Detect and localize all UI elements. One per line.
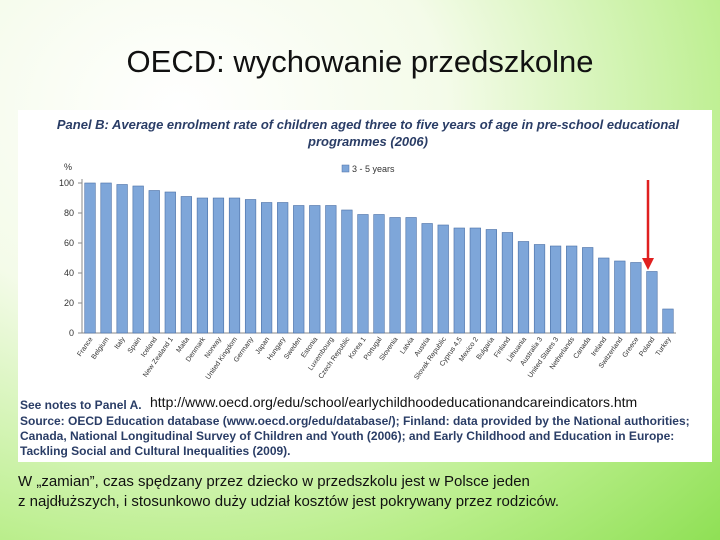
- bar: [84, 182, 96, 334]
- x-tick-label: New Zealand 1: [142, 336, 175, 379]
- source: Source: OECD Education database (www.oec…: [20, 414, 690, 458]
- bar: [325, 205, 337, 334]
- x-tick-label: Spain: [127, 336, 143, 355]
- bar: [469, 227, 481, 334]
- chart-title: Panel B: Average enrolment rate of child…: [56, 117, 680, 149]
- bar: [453, 227, 465, 334]
- caption-line: W „zamian”, czas spędzany przez dziecko …: [18, 473, 530, 490]
- bar: [389, 217, 401, 334]
- arrow-head: [642, 258, 654, 270]
- bar: [180, 196, 192, 334]
- y-tick-label: 60: [64, 238, 74, 248]
- bar: [148, 190, 160, 334]
- bar: [277, 202, 289, 334]
- bar: [646, 271, 658, 334]
- y-tick-label: 20: [64, 298, 74, 308]
- bar: [421, 223, 433, 334]
- bar: [533, 244, 546, 334]
- bar: [517, 241, 530, 334]
- bar: [212, 197, 225, 334]
- slide-title: OECD: wychowanie przedszkolne: [126, 44, 594, 79]
- x-tick-label: Latvia: [399, 336, 416, 355]
- bar: [228, 197, 241, 334]
- y-tick-label: 80: [64, 208, 74, 218]
- x-tick-label: Greece: [622, 336, 641, 359]
- x-tick-label: Turkey: [655, 336, 673, 358]
- bar: [116, 184, 128, 334]
- bar: [582, 247, 594, 334]
- bar: [501, 232, 514, 334]
- bar: [437, 224, 449, 334]
- bar: [598, 257, 610, 334]
- bar: [132, 185, 144, 334]
- bar: [662, 308, 674, 334]
- bar: [293, 205, 305, 334]
- x-tick-label: Poland: [638, 336, 656, 358]
- url: http://www.oecd.org/edu/school/earlychil…: [150, 394, 638, 410]
- bar: [405, 217, 417, 334]
- y-tick-label: 40: [64, 268, 74, 278]
- x-tick-label: Italy: [114, 336, 127, 351]
- legend-label: 3 - 5 years: [352, 164, 395, 174]
- bar: [261, 202, 273, 334]
- bar: [100, 182, 112, 334]
- y-tick-label: 0: [69, 328, 74, 338]
- bar: [244, 199, 257, 334]
- caption-line: z najdłuższych, i stosunkowo duży udział…: [18, 493, 560, 510]
- bar: [630, 262, 642, 334]
- caption: W „zamian”, czas spędzany przez dziecko …: [18, 472, 559, 512]
- bar: [485, 229, 497, 334]
- bar: [196, 197, 209, 334]
- bar: [309, 205, 321, 334]
- y-axis-label: %: [64, 162, 72, 172]
- bar: [341, 209, 353, 334]
- y-tick-label: 100: [59, 178, 74, 188]
- notes: See notes to Panel A.: [20, 398, 142, 412]
- bar: [164, 191, 176, 334]
- bar: [549, 245, 562, 334]
- bar: [566, 245, 578, 334]
- x-tick-label: Malta: [175, 336, 191, 354]
- bar: [614, 260, 626, 334]
- bar: [373, 214, 385, 334]
- bar: [357, 214, 369, 334]
- legend-swatch: [341, 164, 350, 173]
